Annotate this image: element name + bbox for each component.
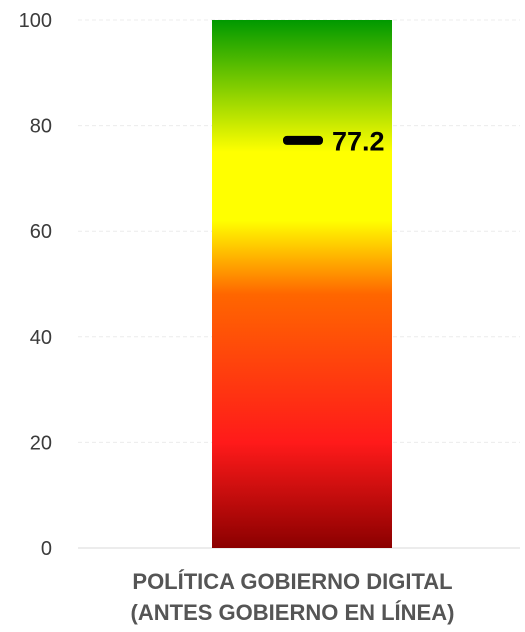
marker-group: 77.2 [283,126,385,156]
gauge-bar [212,20,392,548]
y-tick-label-0: 0 [41,538,52,560]
y-tick-label-40: 40 [30,327,52,349]
y-axis: 0 20 40 60 80 100 [19,10,52,560]
category-label-line-2: (ANTES GOBIERNO EN LÍNEA) [130,600,455,625]
gauge-chart: 0 20 40 60 80 100 77.2 [19,10,520,560]
y-tick-label-80: 80 [30,116,52,138]
category-label-line-1: POLÍTICA GOBIERNO DIGITAL [132,569,453,594]
gauge-bar-group [212,20,392,548]
value-marker-label: 77.2 [332,126,385,156]
y-tick-label-20: 20 [30,432,52,454]
y-tick-label-100: 100 [19,10,52,32]
value-marker [283,135,323,145]
y-tick-label-60: 60 [30,221,52,243]
